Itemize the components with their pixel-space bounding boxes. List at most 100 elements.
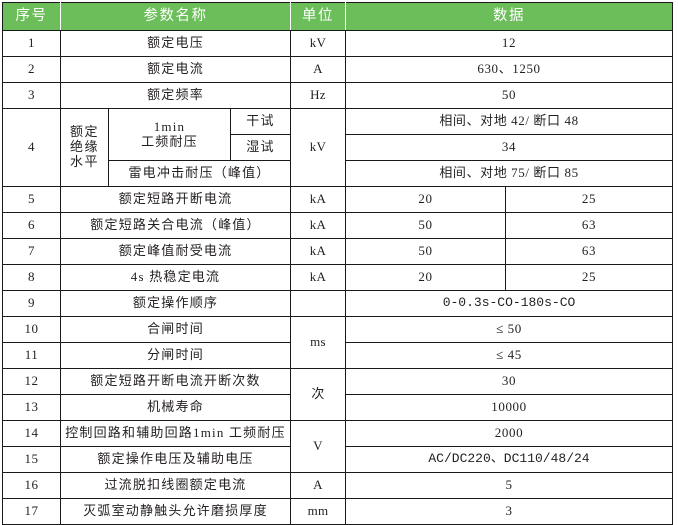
dry-test-data: 相间、对地 42/ 断口 48: [345, 108, 673, 135]
row-parameter: 额定操作电压及辅助电压: [60, 446, 291, 473]
row-index: 17: [2, 498, 61, 525]
row-index: 1: [2, 30, 61, 57]
power-frequency-line2: 工频耐压: [141, 133, 198, 149]
row-data: 3: [345, 498, 673, 525]
row-data: ≤ 50: [345, 316, 673, 343]
row-index: 9: [2, 290, 61, 317]
row-parameter: 额定短路开断电流: [60, 186, 291, 213]
header-data: 数据: [345, 2, 673, 31]
table-row: 7 额定峰值耐受电流 kA 50 63: [2, 238, 673, 265]
row-unit: kA: [290, 238, 346, 265]
insulation-group-label: 额定 绝缘 水平: [60, 108, 109, 187]
row-index: 11: [2, 342, 61, 369]
row-data: 2000: [345, 420, 673, 447]
power-frequency-withstand-label: 1min 工频耐压: [108, 108, 231, 161]
table-row: 14 控制回路和辅助回路1min 工频耐压 V 2000: [2, 420, 673, 473]
header-parameter-name: 参数名称: [60, 2, 291, 31]
row-data-variant-b: 63: [505, 212, 673, 239]
row-unit: kV: [290, 30, 346, 57]
insulation-group-label-line3: 水平: [69, 153, 99, 169]
row-unit-ms: ms: [290, 316, 346, 369]
wet-test-data: 34: [345, 134, 673, 161]
row-index: 15: [2, 446, 61, 473]
row-unit: kA: [290, 212, 346, 239]
power-frequency-line1: 1min: [153, 118, 186, 134]
row-index: 8: [2, 264, 61, 291]
header-unit: 单位: [290, 2, 346, 31]
row-index: 13: [2, 394, 61, 421]
table-row-insulation-impulse: 雷电冲击耐压（峰值） 相间、对地 75/ 断口 85: [3, 160, 673, 187]
table-row-insulation-dry: 4 额定 绝缘 水平 1min 工频耐压 干试 kV 相间、对地 42/ 断口 …: [2, 108, 673, 187]
insulation-group-label-line2: 绝缘: [69, 139, 99, 155]
table-row: 12 额定短路开断电流开断次数 次 30: [2, 368, 673, 421]
table-row: 10 合闸时间 ms ≤ 50: [2, 316, 673, 369]
row-data: AC/DC220、DC110/48/24: [345, 446, 673, 473]
table-row: 5 额定短路开断电流 kA 20 25: [2, 186, 673, 213]
row-index: 7: [2, 238, 61, 265]
row-unit: mm: [290, 498, 346, 525]
header-index: 序号: [2, 2, 61, 31]
row-parameter: 控制回路和辅助回路1min 工频耐压: [60, 420, 291, 447]
row-data: ≤ 45: [345, 342, 673, 369]
row-index: 3: [2, 82, 61, 109]
row-index: 5: [2, 186, 61, 213]
row-parameter: 灭弧室动静触头允许磨损厚度: [60, 498, 291, 525]
row-unit: A: [290, 472, 346, 499]
row-parameter: 额定短路关合电流（峰值）: [60, 212, 291, 239]
row-data: 12: [345, 30, 673, 57]
row-data: 5: [345, 472, 673, 499]
row-data-variant-a: 20: [345, 264, 506, 291]
row-parameter: 额定峰值耐受电流: [60, 238, 291, 265]
row-data-variant-a: 50: [345, 238, 506, 265]
row-parameter: 额定电压: [60, 30, 291, 57]
row-parameter: 额定频率: [60, 82, 291, 109]
row-parameter: 4s 热稳定电流: [60, 264, 291, 291]
row-unit: A: [290, 56, 346, 83]
row-unit-times: 次: [290, 368, 346, 421]
row-data: 630、1250: [345, 56, 673, 83]
row-index: 2: [2, 56, 61, 83]
row-data: 50: [345, 82, 673, 109]
row-data-variant-a: 50: [345, 212, 506, 239]
row-index: 12: [2, 368, 61, 395]
row-parameter: 机械寿命: [60, 394, 291, 421]
row-parameter: 分闸时间: [60, 342, 291, 369]
row-data-variant-a: 20: [345, 186, 506, 213]
table-row: 1 额定电压 kV 12: [2, 30, 673, 57]
row-index: 6: [2, 212, 61, 239]
row-parameter: 额定电流: [60, 56, 291, 83]
row-index: 14: [2, 420, 61, 447]
row-unit-volt: V: [290, 420, 346, 473]
row-data: 10000: [345, 394, 673, 421]
row-unit: kV: [290, 108, 346, 187]
row-data-variant-b: 63: [505, 238, 673, 265]
table-row: 16 过流脱扣线圈额定电流 A 5: [2, 472, 673, 499]
table-header-row: 序号 参数名称 单位 数据: [2, 2, 673, 31]
row-unit: kA: [290, 186, 346, 213]
table-row: 6 额定短路关合电流（峰值） kA 50 63: [2, 212, 673, 239]
row-unit: kA: [290, 264, 346, 291]
table-row: 3 额定频率 Hz 50: [2, 82, 673, 109]
lightning-impulse-label: 雷电冲击耐压（峰值）: [108, 160, 291, 187]
table-row: 9 额定操作顺序 0-0.3s-CO-180s-CO: [2, 290, 673, 317]
row-parameter: 合闸时间: [60, 316, 291, 343]
row-index: 10: [2, 316, 61, 343]
insulation-group-label-line1: 额定: [69, 124, 99, 140]
table-row: 11 分闸时间 ≤ 45: [2, 342, 673, 369]
row-index: 4: [2, 108, 61, 187]
table-row: 8 4s 热稳定电流 kA 20 25: [2, 264, 673, 291]
table-row-insulation-wet: 湿试 34: [3, 134, 673, 161]
wet-test-label: 湿试: [230, 134, 291, 161]
row-index: 16: [2, 472, 61, 499]
row-data-variant-b: 25: [505, 186, 673, 213]
row-unit-empty: [290, 290, 346, 317]
table-row: 17 灭弧室动静触头允许磨损厚度 mm 3: [2, 498, 673, 525]
row-parameter: 额定操作顺序: [60, 290, 291, 317]
table-row: 15 额定操作电压及辅助电压 AC/DC220、DC110/48/24: [2, 446, 673, 473]
table-row: 2 额定电流 A 630、1250: [2, 56, 673, 83]
row-data: 30: [345, 368, 673, 395]
row-data-variant-b: 25: [505, 264, 673, 291]
lightning-impulse-data: 相间、对地 75/ 断口 85: [345, 160, 673, 187]
table-row: 13 机械寿命 10000: [2, 394, 673, 421]
